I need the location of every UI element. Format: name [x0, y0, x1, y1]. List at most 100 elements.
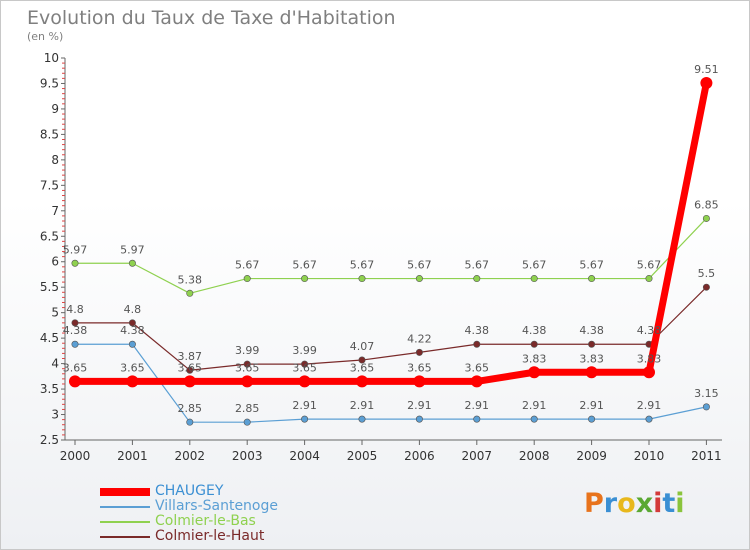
data-point — [128, 340, 136, 348]
data-label: 2.91 — [407, 399, 432, 412]
data-label: 3.99 — [235, 344, 260, 357]
data-label: 4.38 — [120, 324, 145, 337]
x-tick-label: 2005 — [347, 449, 378, 463]
data-point — [356, 375, 368, 388]
data-label: 5.67 — [292, 259, 317, 272]
data-label: 4.38 — [63, 324, 88, 337]
series-line-chaugey — [75, 82, 710, 385]
data-label: 5.5 — [698, 267, 716, 280]
data-point — [702, 283, 710, 291]
data-label: 2.91 — [350, 399, 375, 412]
chart-unit: (en %) — [27, 30, 64, 43]
logo-letter: t — [662, 488, 676, 519]
data-point — [588, 275, 596, 283]
data-label: 4.07 — [350, 340, 375, 353]
y-tick-label: 3.5 — [40, 382, 59, 396]
data-point — [415, 415, 423, 423]
logo-letter: o — [617, 488, 636, 519]
data-label: 3.83 — [637, 352, 662, 365]
legend-label: Colmier-le-Bas — [155, 513, 256, 529]
data-point — [71, 340, 79, 348]
y-tick-label: 2.5 — [40, 433, 59, 447]
data-label: 2.91 — [522, 399, 547, 412]
data-point — [71, 319, 79, 327]
series-line-colmier-le-haut — [75, 286, 707, 371]
data-label: 2.91 — [465, 399, 490, 412]
data-label: 3.65 — [350, 361, 375, 374]
data-point — [358, 415, 366, 423]
data-point — [473, 275, 481, 283]
logo-letter: r — [603, 488, 618, 519]
data-point — [528, 366, 541, 379]
data-label: 3.65 — [235, 361, 260, 374]
data-label: 5.67 — [579, 259, 604, 272]
data-label: 2.85 — [235, 402, 260, 415]
y-tick-label: 4 — [51, 357, 59, 371]
data-label: 4.38 — [579, 324, 604, 337]
x-tick-label: 2007 — [462, 449, 493, 463]
x-tick-label: 2009 — [576, 449, 607, 463]
data-label: 5.67 — [350, 259, 375, 272]
data-point — [69, 375, 81, 388]
data-label: 3.65 — [407, 361, 432, 374]
legend-label: Colmier-le-Haut — [155, 528, 265, 544]
x-tick-label: 2000 — [60, 449, 91, 463]
data-point — [243, 418, 251, 426]
x-tick-label: 2008 — [519, 449, 550, 463]
data-label: 4.8 — [66, 303, 84, 316]
y-tick-label: 8 — [51, 153, 59, 167]
series-line-colmier-le-bas — [75, 218, 707, 294]
data-point — [183, 375, 196, 388]
data-label: 2.91 — [637, 399, 662, 412]
data-label: 3.65 — [63, 361, 88, 374]
data-label: 3.83 — [522, 352, 547, 365]
legend-swatch — [100, 505, 150, 508]
data-point — [413, 375, 426, 388]
x-tick-label: 2006 — [404, 449, 435, 463]
data-label: 2.91 — [292, 399, 317, 412]
data-label: 5.97 — [120, 243, 145, 256]
data-point — [301, 275, 309, 283]
data-point — [588, 340, 596, 348]
y-tick-label: 5 — [51, 306, 59, 320]
data-point — [186, 366, 194, 374]
y-tick-label: 8.5 — [40, 127, 59, 141]
data-point — [415, 348, 423, 356]
data-label: 3.65 — [465, 361, 490, 374]
legend-swatch — [100, 487, 150, 496]
x-tick-label: 2011 — [691, 449, 722, 463]
y-tick-label: 7.5 — [40, 178, 59, 192]
data-label: 5.67 — [465, 259, 490, 272]
data-point — [700, 76, 713, 89]
legend-label: CHAUGEY — [155, 483, 224, 499]
data-point — [128, 259, 136, 267]
data-label: 5.38 — [178, 273, 203, 286]
y-tick-label: 4.5 — [40, 331, 59, 345]
data-point — [643, 366, 655, 379]
data-point — [128, 319, 136, 327]
data-point — [301, 415, 309, 423]
data-point — [358, 275, 366, 283]
data-label: 3.65 — [292, 361, 317, 374]
data-point — [186, 418, 194, 426]
data-label: 4.22 — [407, 332, 432, 345]
logo-letter: x — [635, 488, 654, 519]
data-label: 5.97 — [63, 243, 88, 256]
y-tick-label: 9 — [51, 102, 59, 116]
data-label: 5.67 — [522, 259, 547, 272]
y-tick-label: 3 — [51, 408, 59, 422]
data-point — [645, 275, 653, 283]
legend-swatch — [100, 535, 150, 538]
data-point — [186, 289, 194, 297]
data-point — [473, 415, 481, 423]
x-tick-label: 2010 — [634, 449, 665, 463]
data-label: 6.85 — [694, 198, 719, 211]
x-tick-label: 2003 — [232, 449, 263, 463]
data-point — [702, 214, 710, 222]
data-label: 3.65 — [178, 361, 203, 374]
data-point — [126, 375, 139, 388]
proxiti-logo: Proxiti — [584, 488, 685, 519]
data-label: 3.99 — [292, 344, 317, 357]
